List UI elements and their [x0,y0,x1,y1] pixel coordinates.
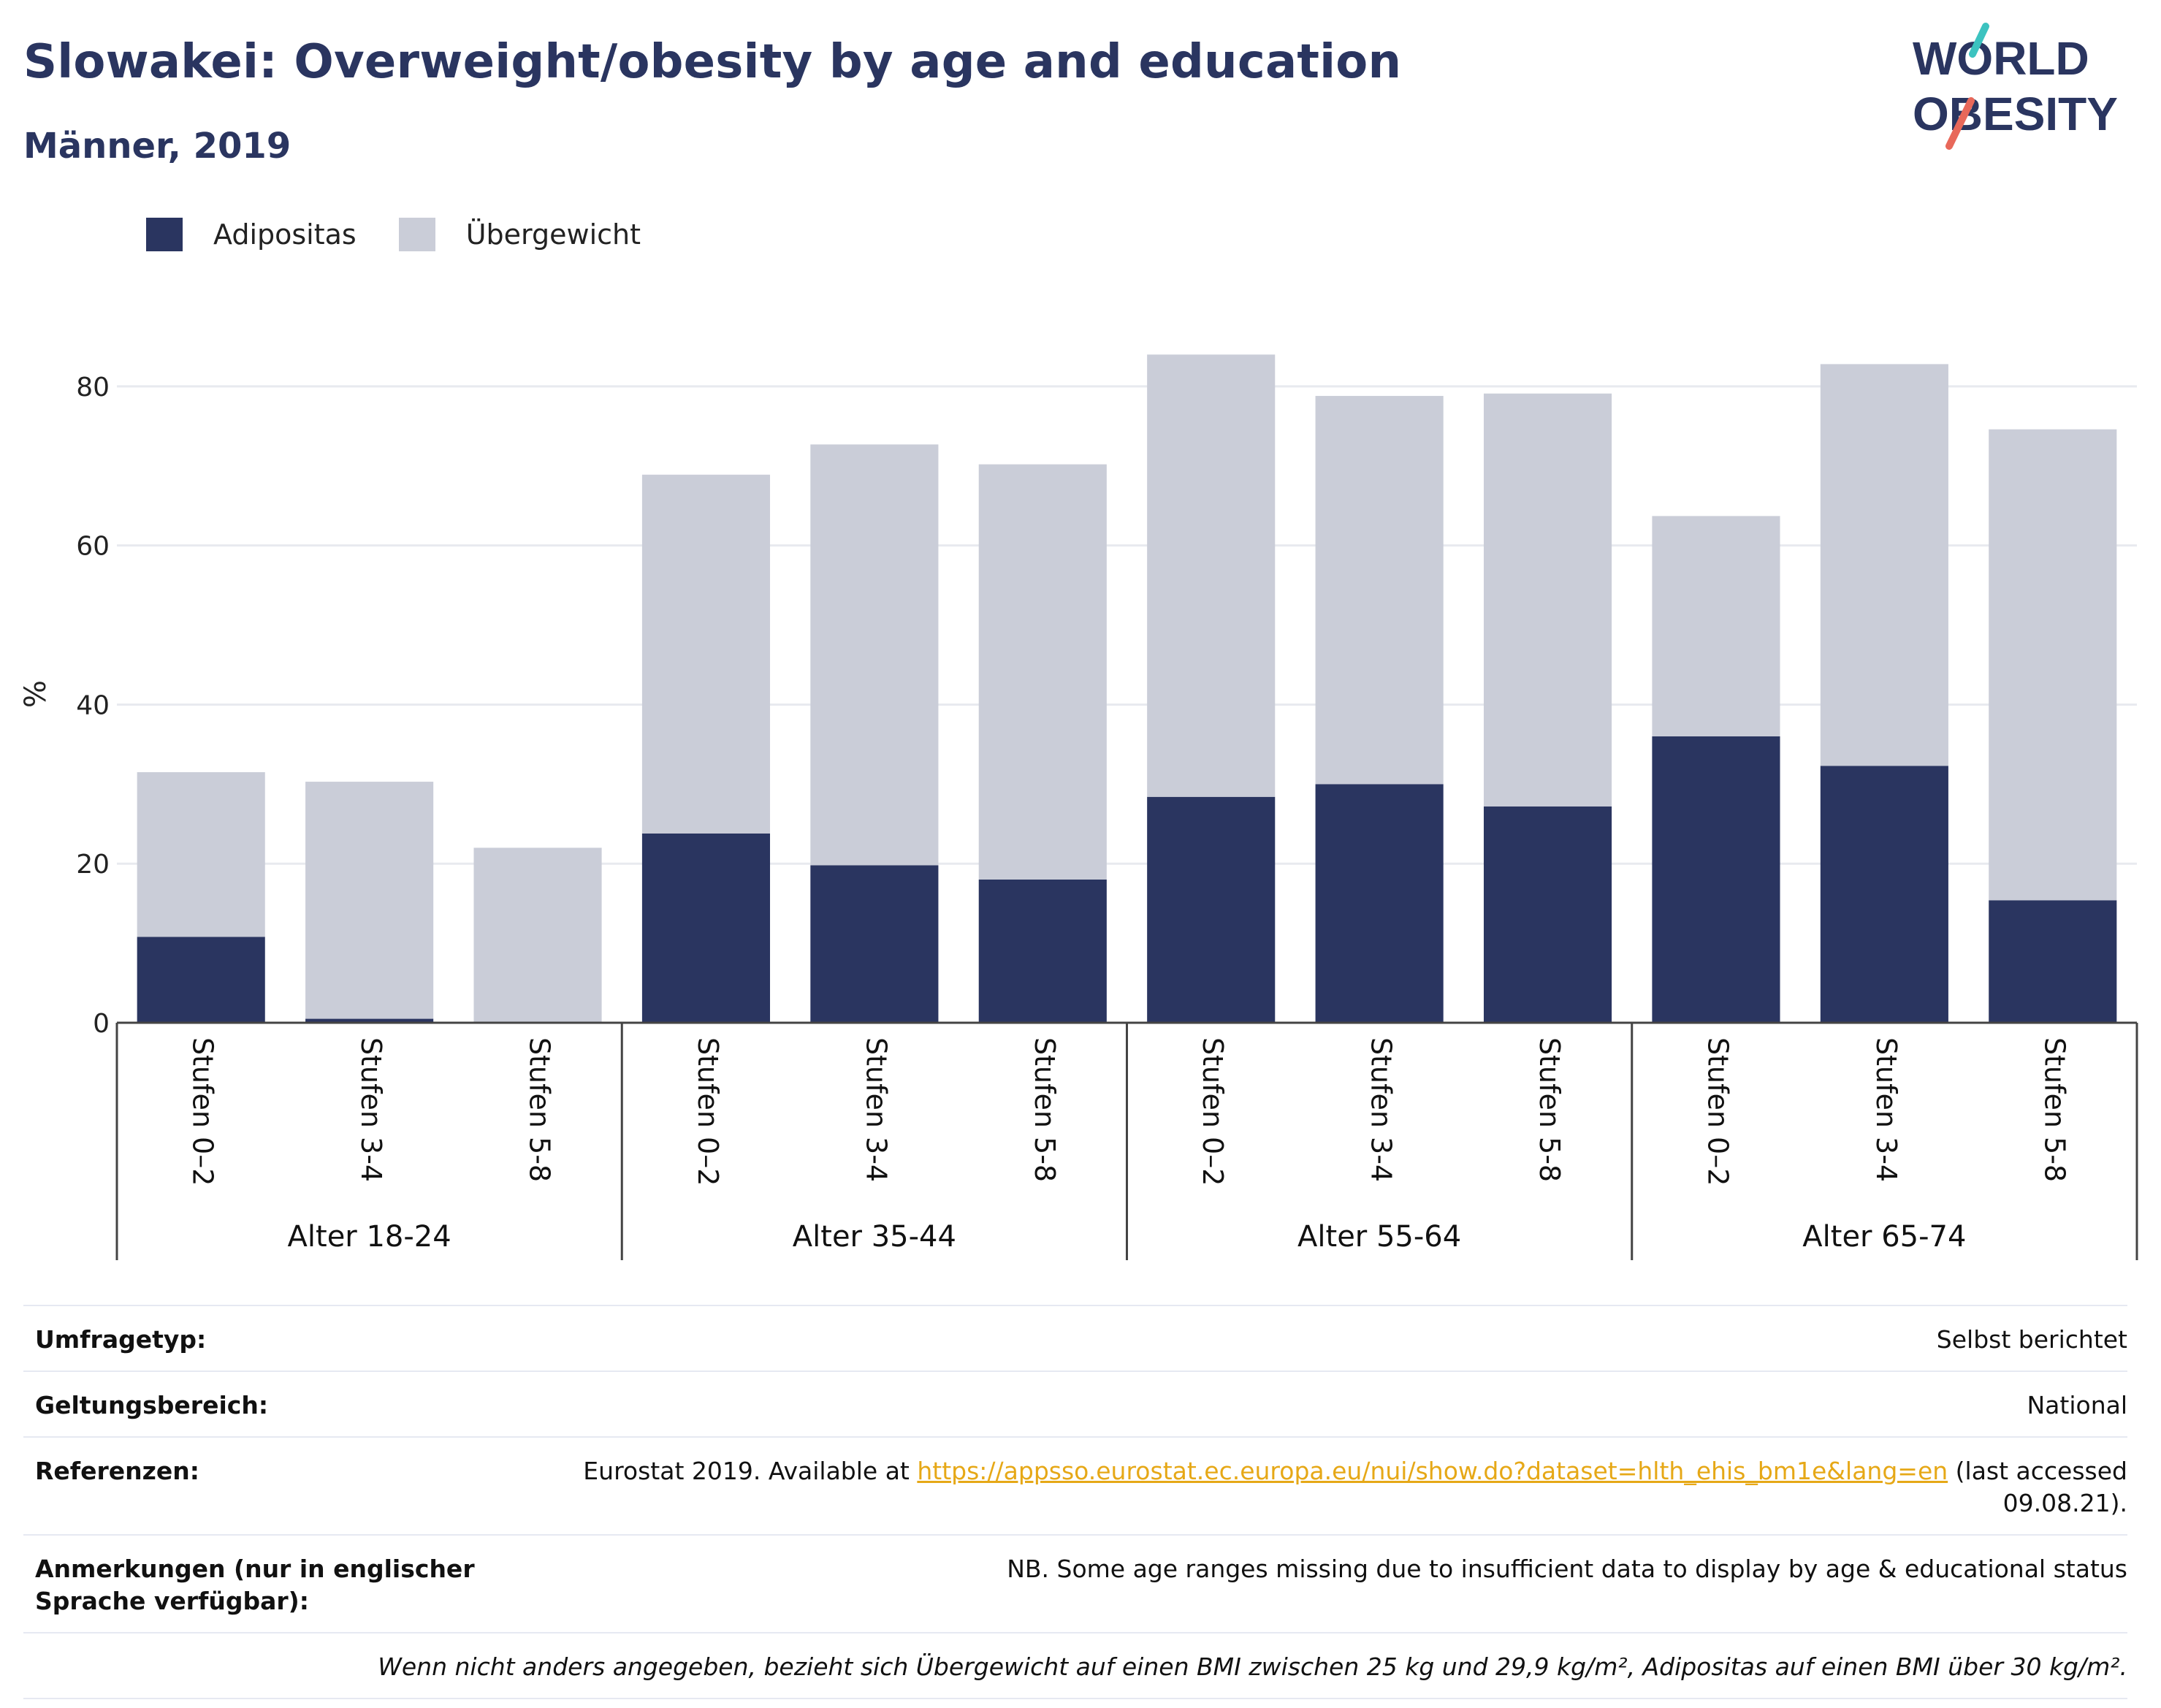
legend-swatch-overweight [398,218,435,251]
coverage-label: Geltungsbereich: [35,1391,269,1419]
bar-obesity [810,865,939,1023]
bar-obesity [1820,766,1948,1023]
bar-chart: 0 20 40 60 80% Stufen 0–2 Stufen 3-4 Stufen 5-8… [19,354,2138,1260]
x-tick-label: Stufen 5-8 [1533,1037,1566,1182]
references-prefix: Eurostat 2019. Available at [583,1457,918,1485]
x-tick-label: Stufen 3-4 [860,1037,892,1182]
legend-label-obesity: Adipositas [213,218,357,251]
bar-overweight [810,444,939,866]
logo-line1: WORLD [1913,32,2089,85]
bar-overweight [1315,395,1444,785]
info-row-survey-type: Umfragetyp: Selbst berichtet [23,1305,2127,1370]
legend-item-obesity[interactable]: Adipositas [146,218,357,251]
y-tick-label: 40 [76,690,110,720]
bar-obesity [1315,784,1444,1023]
bar-overweight [1989,429,2117,901]
group-label: Alter 55-64 [1297,1220,1461,1254]
coverage-value: National [2027,1391,2127,1419]
bar-overweight [473,847,602,1023]
bar-obesity [1483,806,1612,1023]
definition-note: Wenn nicht anders angegeben, bezieht sic… [378,1652,2127,1681]
x-tick-label: Stufen 3-4 [355,1037,387,1182]
y-tick-label: 60 [76,532,110,562]
y-tick-label: 20 [76,850,110,880]
x-tick-label: Stufen 5-8 [2038,1037,2070,1182]
legend-swatch-obesity [146,218,183,251]
logo-line2: OBESITY [1913,88,2118,140]
bar-overweight [978,464,1107,880]
notes-value: NB. Some age ranges missing due to insuf… [1007,1555,2127,1583]
bar-overweight [1147,354,1276,797]
x-tick-label: Stufen 0–2 [187,1037,219,1186]
bar-obesity [978,880,1107,1023]
chart-title: Slowakei: Overweight/obesity by age and … [23,35,1402,89]
legend-item-overweight[interactable]: Übergewicht [398,218,641,251]
x-tick-label: Stufen 0–2 [692,1037,724,1186]
group-label: Alter 35-44 [793,1220,956,1254]
chart-legend: Adipositas Übergewicht [146,218,683,251]
references-label: Referenzen: [35,1457,199,1485]
x-tick-label: Stufen 5-8 [1029,1037,1061,1182]
info-row-references: Referenzen: Eurostat 2019. Available at … [23,1436,2127,1534]
info-table: Umfragetyp: Selbst berichtet Geltungsber… [23,1305,2127,1699]
bar-overweight [641,474,771,834]
survey-type-label: Umfragetyp: [35,1325,207,1354]
bar-obesity [1652,736,1780,1023]
references-link[interactable]: https://appsso.eurostat.ec.europa.eu/nui… [917,1457,1948,1485]
group-label: Alter 65-74 [1802,1220,1966,1254]
y-tick-label: 0 [93,1009,110,1039]
bar-obesity [1989,900,2117,1023]
references-value: Eurostat 2019. Available at https://apps… [561,1455,2127,1520]
chart-subtitle: Männer, 2019 [23,126,291,167]
legend-label-overweight: Übergewicht [465,218,641,251]
notes-label: Anmerkungen (nur in englischer Sprache v… [35,1555,475,1615]
group-label: Alter 18-24 [288,1220,451,1254]
info-row-definition: Wenn nicht anders angegeben, bezieht sic… [23,1632,2127,1699]
y-tick-label: 80 [76,373,110,403]
x-tick-label: Stufen 3-4 [1870,1037,1902,1182]
y-axis-label: % [19,680,53,708]
world-obesity-logo: WORLD OBESITY [1913,23,2118,150]
info-row-notes: Anmerkungen (nur in englischer Sprache v… [23,1534,2127,1632]
bar-obesity [1147,796,1276,1023]
bar-obesity [305,1018,434,1023]
x-tick-label: Stufen 0–2 [1197,1037,1229,1186]
x-tick-label: Stufen 3-4 [1365,1037,1398,1182]
bar-overweight [305,782,434,1019]
x-tick-label: Stufen 5-8 [524,1037,556,1182]
bar-overweight [1652,516,1780,736]
bar-overweight [1820,364,1948,766]
bar-overweight [1483,393,1612,807]
info-row-coverage: Geltungsbereich: National [23,1370,2127,1436]
survey-type-value: Selbst berichtet [1936,1325,2127,1354]
bar-obesity [641,833,771,1023]
bar-overweight [137,772,265,937]
references-suffix: (last accessed 09.08.21). [1948,1457,2127,1517]
x-tick-label: Stufen 0–2 [1701,1037,1734,1186]
bar-obesity [137,937,265,1023]
